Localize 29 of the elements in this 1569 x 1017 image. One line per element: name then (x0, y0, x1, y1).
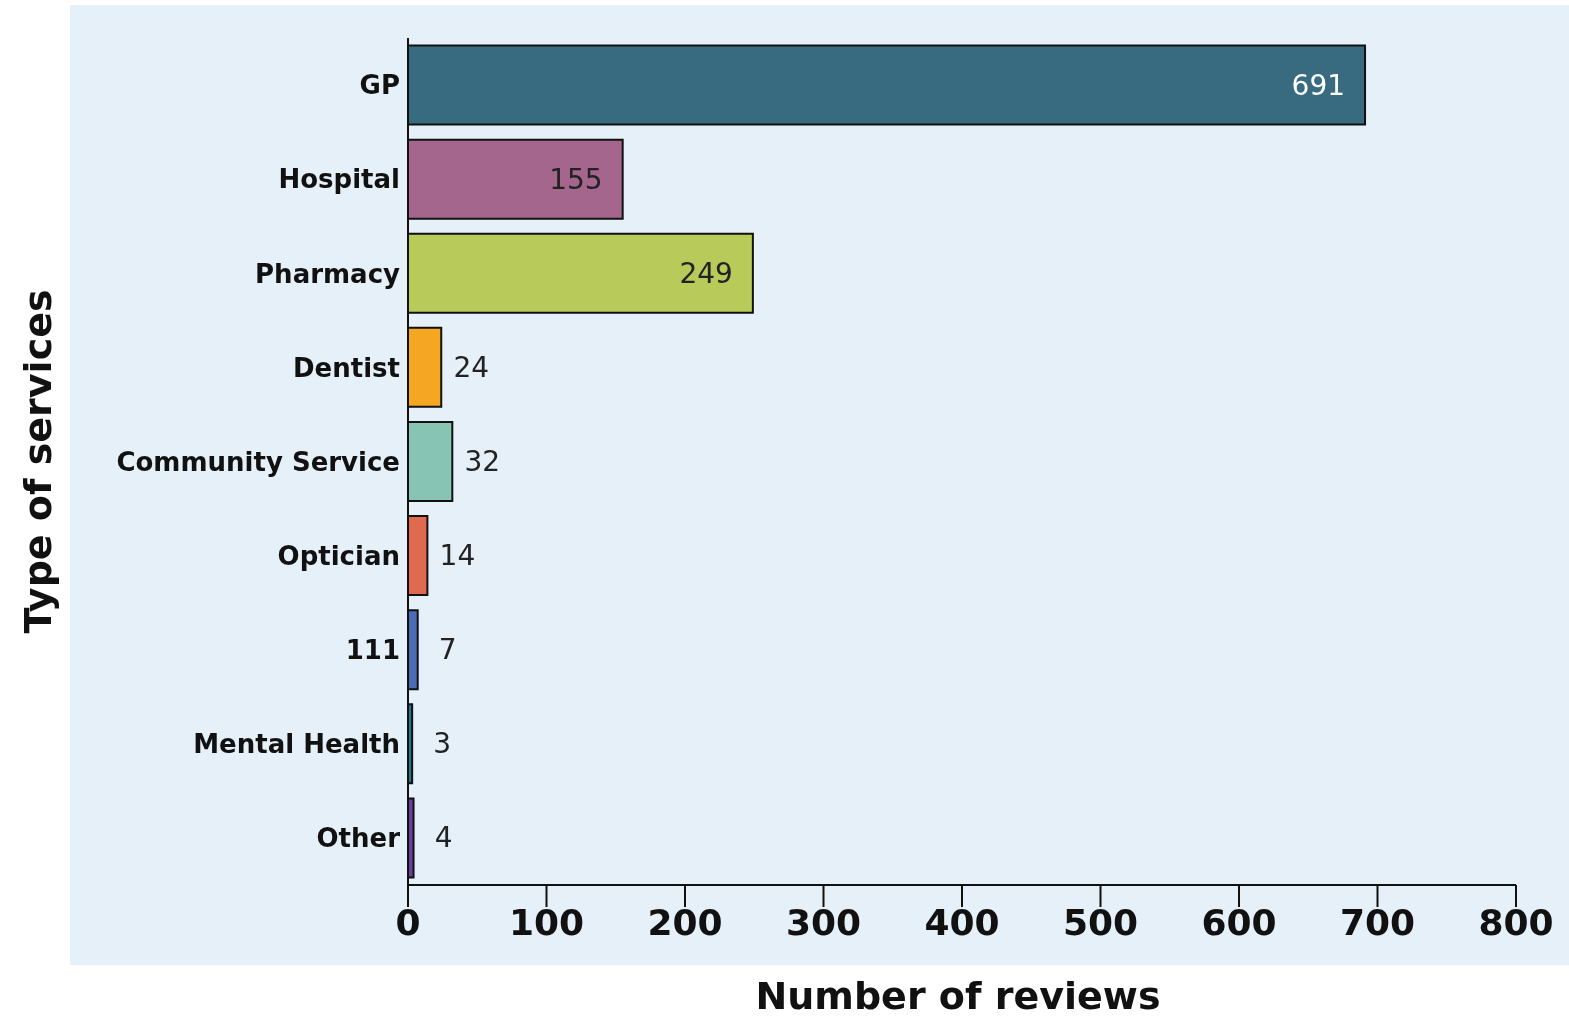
x-tick-label: 0 (395, 901, 421, 943)
data-label: 3 (433, 727, 452, 761)
y-tick-label: GP (359, 70, 400, 101)
x-tick-label: 600 (1201, 901, 1277, 943)
y-tick-label: Dentist (293, 352, 400, 383)
y-axis-title: Type of services (16, 289, 61, 634)
y-tick-label: Pharmacy (255, 258, 401, 289)
x-tick-label: 800 (1478, 901, 1554, 943)
y-tick-label: Optician (277, 540, 400, 571)
y-tick-label: Mental Health (193, 729, 400, 760)
data-label: 7 (438, 633, 457, 667)
y-tick-label: Hospital (278, 164, 400, 195)
data-label: 24 (453, 350, 490, 384)
data-label: 32 (464, 444, 501, 478)
data-label: 249 (679, 256, 733, 290)
data-label: 691 (1291, 68, 1346, 102)
x-tick-label: 100 (508, 901, 585, 943)
data-label: 155 (549, 162, 603, 196)
y-tick-label: 111 (345, 634, 400, 665)
data-label: 4 (434, 821, 453, 855)
x-tick-label: 700 (1339, 901, 1416, 943)
x-tick-label: 500 (1062, 901, 1139, 943)
y-tick-label: Other (316, 823, 401, 854)
x-tick-label: 400 (924, 901, 1000, 943)
x-axis-title: Number of reviews (754, 974, 1162, 1017)
y-tick-label: Community Service (116, 446, 400, 477)
data-label: 14 (439, 539, 476, 573)
x-tick-label: 200 (647, 901, 723, 943)
x-tick-label: 300 (785, 901, 862, 943)
